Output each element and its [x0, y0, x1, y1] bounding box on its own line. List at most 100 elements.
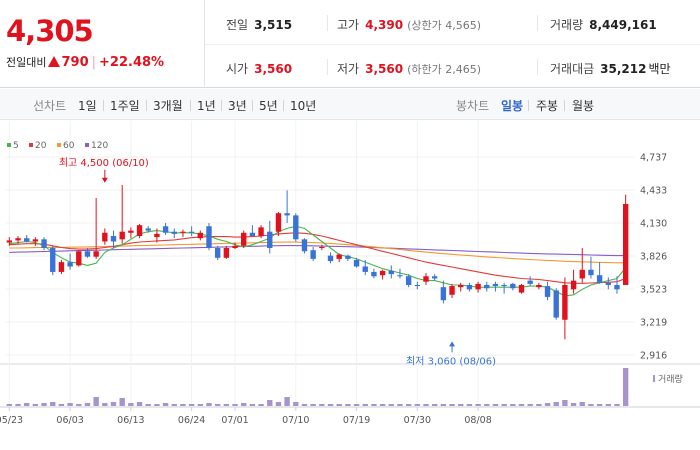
volume-bar [15, 404, 21, 406]
x-tick-label: 06/13 [117, 415, 144, 426]
tab-1day[interactable]: 1일 [78, 99, 97, 113]
line-chart-title: 선차트 [33, 99, 67, 113]
low-label: 저가 [337, 62, 360, 76]
volume-bar [579, 402, 585, 406]
candle-body [458, 284, 464, 288]
price-box: 4,305 전일대비 790 | +22.48% [0, 0, 205, 88]
tab-3year[interactable]: 3년 [228, 99, 247, 113]
candle-body [154, 233, 160, 238]
volume-bar [397, 404, 403, 406]
volume-bar [492, 404, 499, 406]
candle-body [466, 284, 473, 290]
candle-body [32, 239, 39, 242]
candle-body [41, 239, 47, 249]
volume-bar [327, 404, 334, 406]
tab-weekly[interactable]: 주봉 [536, 99, 559, 113]
x-tick-label: 07/10 [282, 415, 309, 426]
candle-body [553, 290, 559, 318]
tab-divider [146, 100, 147, 111]
volume-bar [145, 404, 151, 406]
volume-bar [484, 404, 490, 406]
x-tick-label: 07/19 [343, 415, 370, 426]
tab-daily[interactable]: 일봉 [501, 99, 524, 113]
candle-body [510, 283, 516, 289]
volume-bar [67, 403, 73, 406]
candle-body [475, 283, 481, 290]
candle-body [345, 255, 351, 259]
high-arrow-head [101, 177, 108, 183]
volume-bar [449, 404, 455, 406]
tab-monthly[interactable]: 월봉 [572, 99, 595, 113]
header-row-divider [205, 44, 700, 45]
low-price: 저가 3,560 (하한가 2,465) [337, 60, 481, 77]
volume-bar [188, 404, 195, 406]
prev-close-label: 전일 [226, 18, 249, 32]
volume-legend-swatch [653, 375, 655, 382]
volume-bar [466, 404, 473, 406]
x-tick-label: 07/01 [221, 415, 248, 426]
tab-1year[interactable]: 1년 [197, 99, 216, 113]
tab-divider [528, 100, 529, 111]
volume-bars: 거래량 [6, 368, 683, 406]
volume-bar [275, 402, 282, 406]
candle-body [588, 269, 594, 276]
change-row: 전일대비 790 | +22.48% [6, 54, 164, 70]
candle-body [501, 284, 507, 287]
candle-body [579, 269, 585, 279]
volume-bar [440, 404, 447, 406]
legend-swatch-20 [29, 143, 33, 147]
volume-bar [414, 404, 421, 406]
volume-legend-label: 거래량 [658, 373, 683, 385]
volume-bar [128, 403, 134, 406]
candle-body [119, 231, 125, 240]
volume-bar [518, 404, 525, 406]
open-value: 3,560 [254, 62, 293, 76]
candle-body [605, 282, 611, 285]
volume-bar [362, 404, 368, 406]
candle-body [614, 284, 620, 290]
tab-divider [564, 100, 565, 111]
candle-body [50, 248, 56, 272]
tab-divider [221, 100, 222, 111]
volume-bar [197, 404, 204, 406]
candle-body [128, 230, 134, 233]
candle-body [562, 284, 568, 320]
volume-bar [171, 404, 177, 406]
candle-body [310, 250, 316, 259]
volume-bar [614, 404, 620, 406]
change-amount: 790 [61, 55, 89, 70]
chart-axes: 4,737 4,433 4,130 3,826 3,523 3,219 2,916 05/23… [0, 153, 667, 427]
tab-5year[interactable]: 5년 [259, 99, 278, 113]
ma20-line [9, 232, 626, 284]
candle-body [484, 284, 490, 289]
volume-bar [527, 404, 533, 406]
candle-body [197, 232, 204, 239]
x-tick-label: 06/24 [178, 415, 205, 426]
volume-bar [536, 404, 542, 406]
turnover-value: 35,212 [600, 62, 647, 76]
candle-body [544, 286, 551, 297]
tab-10year[interactable]: 10년 [290, 99, 317, 113]
volume-bar [258, 404, 264, 406]
tab-3month[interactable]: 3개월 [153, 99, 183, 113]
volume-bar [388, 404, 394, 406]
high-annotation: 최고 4,500 (06/10) [59, 157, 149, 169]
high-label: 고가 [337, 18, 360, 32]
tab-1week[interactable]: 1주일 [110, 99, 140, 113]
candle-body [241, 232, 247, 246]
candle-body [405, 276, 412, 285]
chart-legend: 5 20 60 120 [7, 141, 108, 151]
volume-bar [84, 403, 91, 406]
candle-body [596, 275, 603, 283]
volume-bar [110, 402, 117, 406]
volume-bar [180, 404, 186, 406]
y-tick-label: 4,433 [640, 186, 667, 197]
open-label: 시가 [226, 62, 249, 76]
ma5-line [9, 225, 627, 297]
legend-swatch-5 [7, 143, 11, 147]
volume-label: 거래량 [550, 18, 584, 32]
volume-bar [58, 404, 65, 406]
volume-bar [596, 404, 603, 406]
volume-bar [102, 403, 108, 406]
candle-body [379, 270, 386, 276]
